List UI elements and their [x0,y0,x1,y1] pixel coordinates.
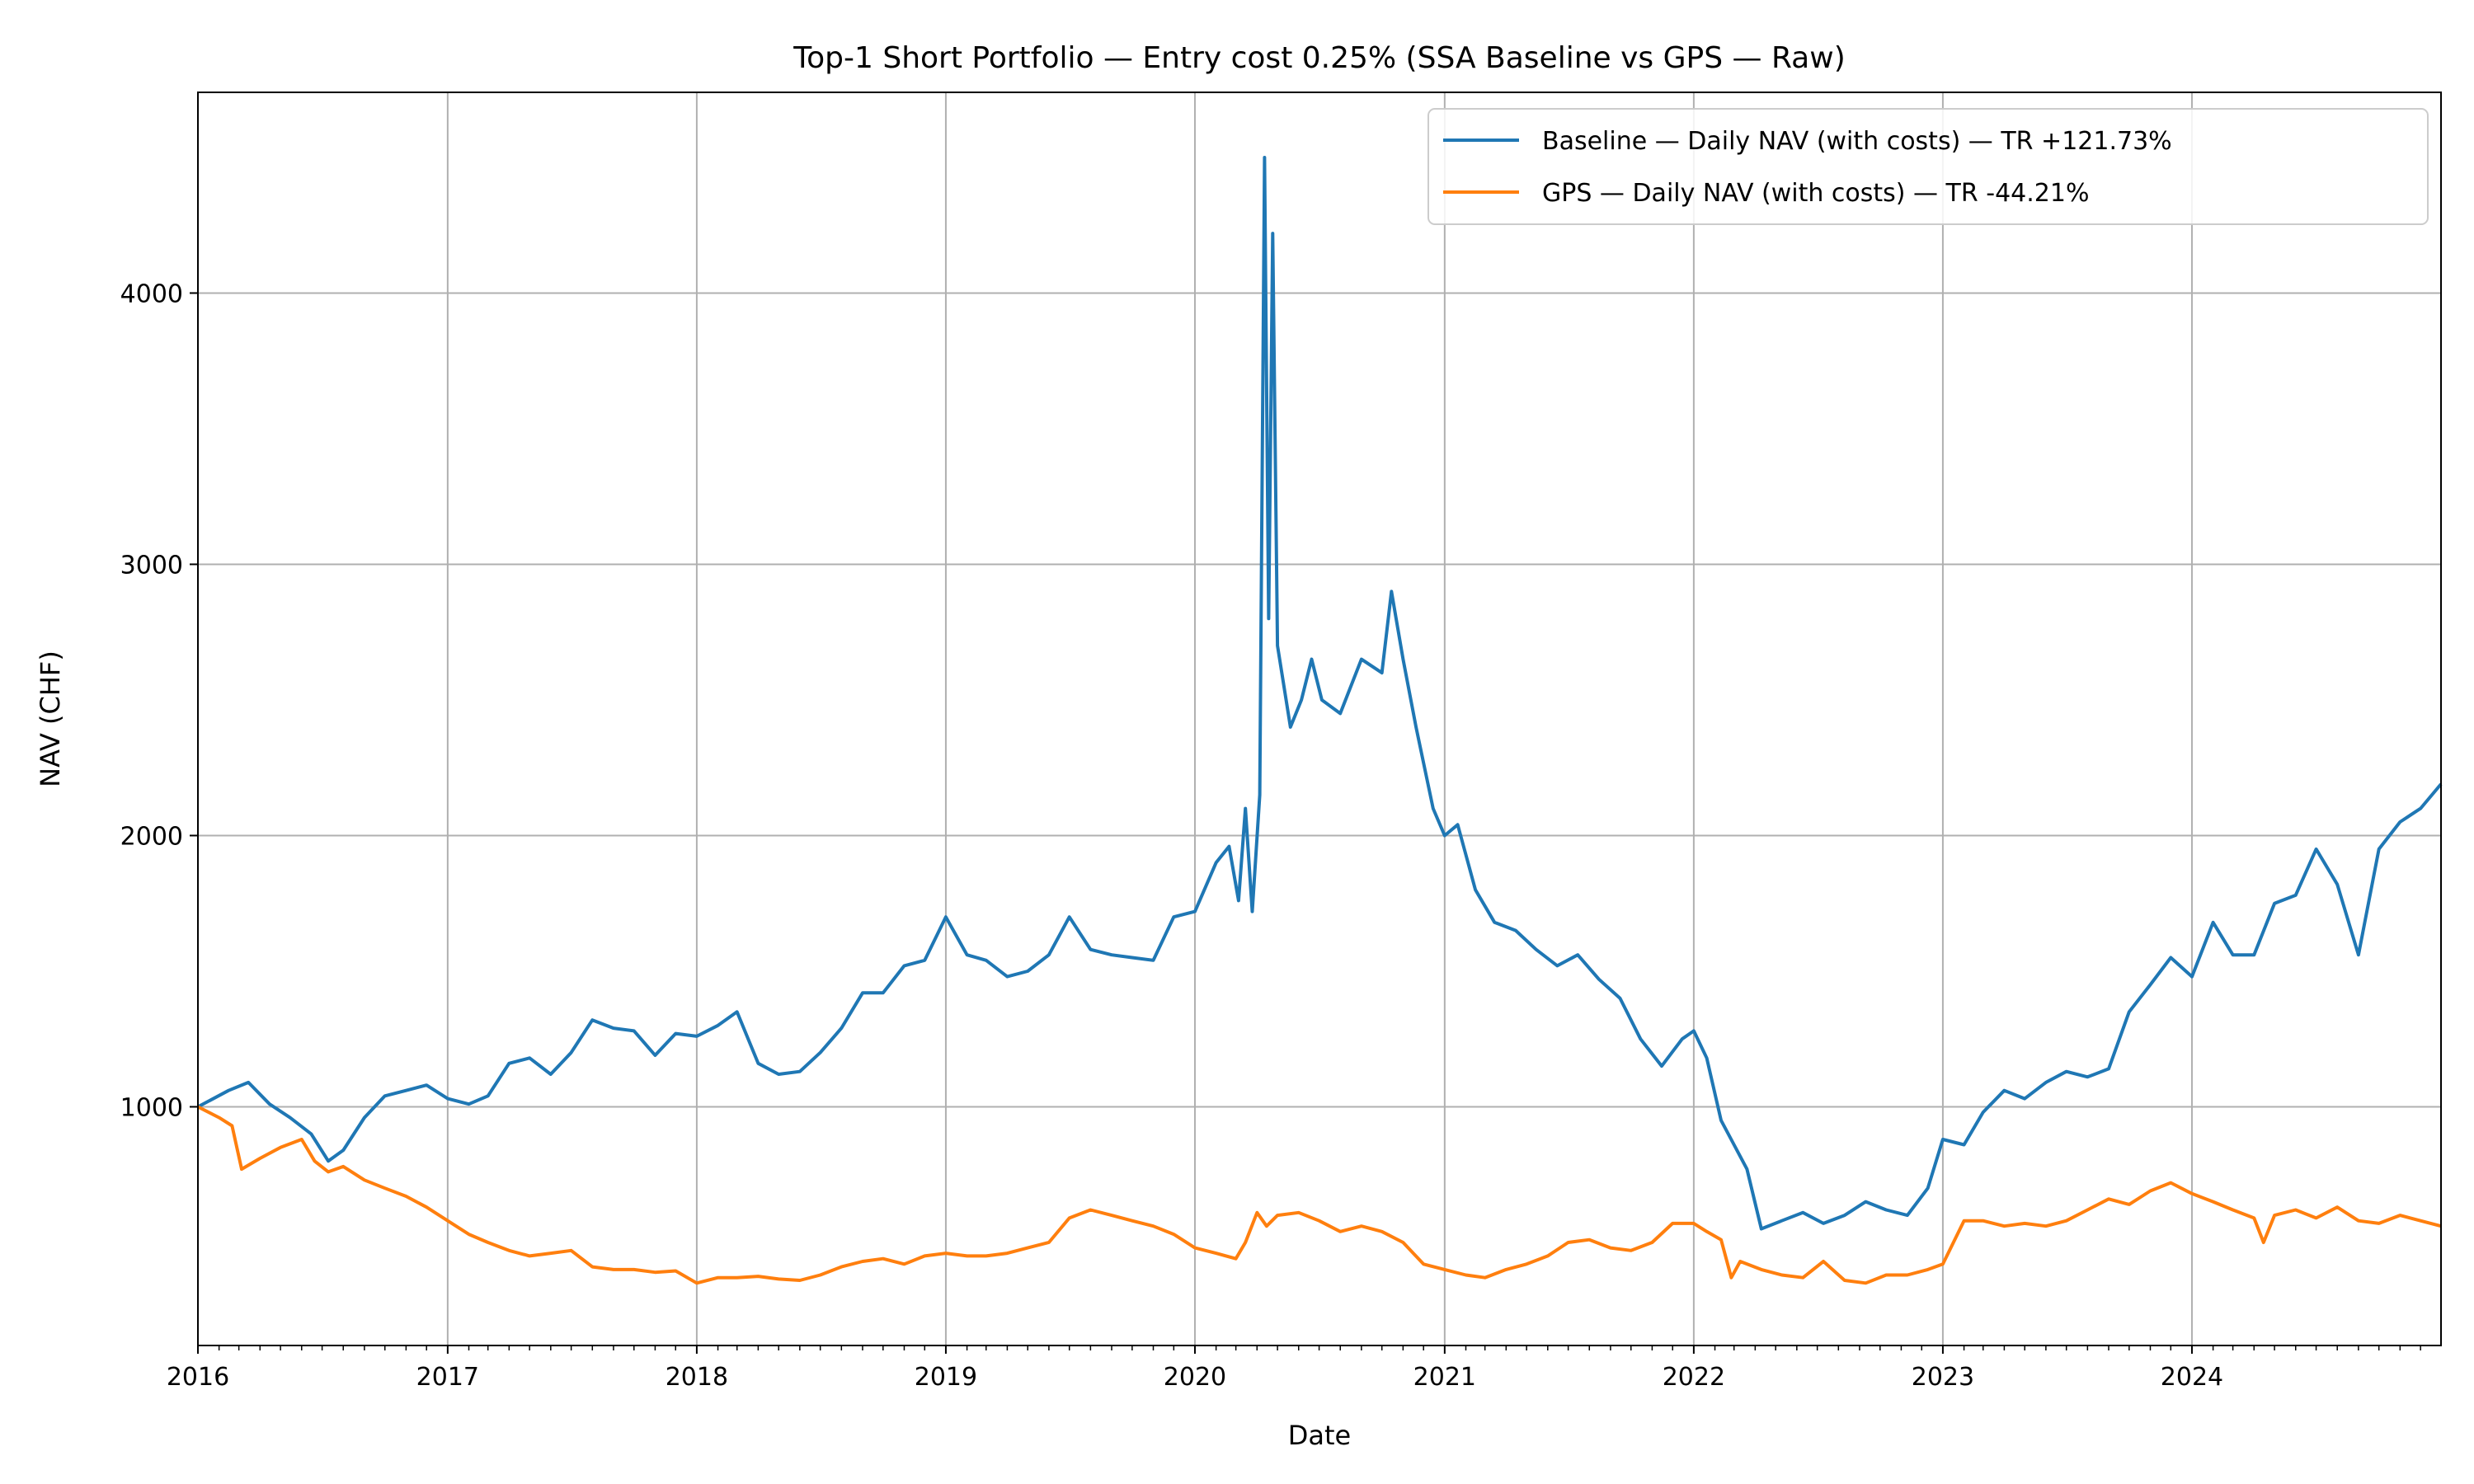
y-tick-label-2000: 2000 [120,822,183,851]
y-axis: 1000 2000 3000 4000 [120,279,198,1122]
legend: Baseline — Daily NAV (with costs) — TR +… [1427,108,2429,225]
x-tick-label-2020: 2020 [1164,1363,1226,1392]
y-tick-label-4000: 4000 [120,279,183,308]
gps-nav-line [197,1105,2442,1285]
legend-box [1427,108,2429,225]
x-axis: 2016 2017 2018 2019 2020 2021 2022 2023 2024 [167,1345,2421,1392]
y-tick-label-3000: 3000 [120,551,183,580]
baseline-nav-line [197,156,2443,1231]
legend-label-baseline: Baseline — Daily NAV (with costs) — TR +… [1542,127,2172,156]
x-tick-label-2018: 2018 [666,1363,728,1392]
x-tick-label-2021: 2021 [1413,1363,1476,1392]
y-axis-label: NAV (CHF) [35,650,66,787]
x-tick-label-2019: 2019 [915,1363,977,1392]
x-tick-label-2023: 2023 [1912,1363,1974,1392]
legend-label-gps: GPS — Daily NAV (with costs) — TR -44.21… [1542,179,2089,208]
x-tick-label-2017: 2017 [416,1363,479,1392]
y-tick-label-1000: 1000 [120,1093,183,1122]
series-layer [197,156,2443,1285]
chart-title: Top-1 Short Portfolio — Entry cost 0.25%… [793,41,1845,75]
grid-lines [197,92,2441,1345]
x-tick-label-2024: 2024 [2161,1363,2223,1392]
x-tick-label-2022: 2022 [1663,1363,1725,1392]
x-axis-label: Date [1288,1420,1351,1451]
x-tick-label-2016: 2016 [167,1363,229,1392]
